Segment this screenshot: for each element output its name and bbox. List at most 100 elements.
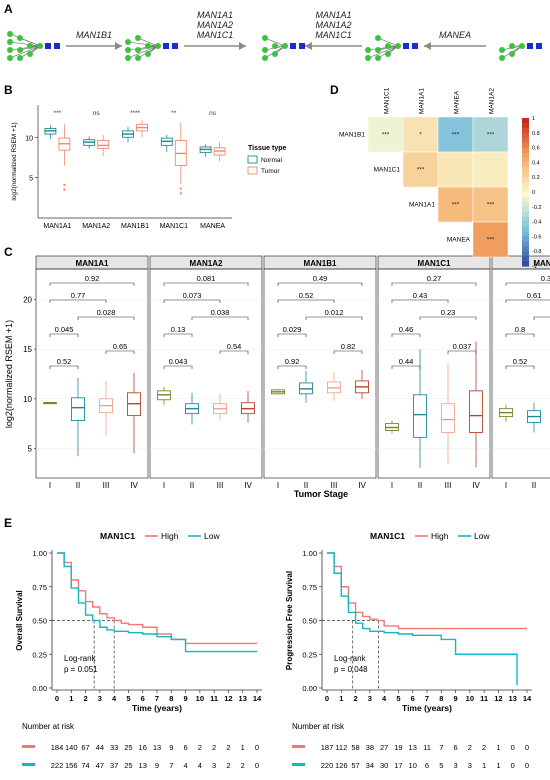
colorbar-label: 0 [532,190,535,196]
risk-count-low: 47 [96,761,104,770]
x-tick-label: IV [472,481,480,490]
mannose-residue [17,47,23,53]
logrank-label: Log-rank [334,654,367,663]
x-tick-label: II [190,481,194,490]
colorbar-segment [522,256,529,262]
column-label: MAN1A2 [489,88,496,114]
box [527,402,541,433]
colorbar-segment [522,132,529,139]
p-value-label: 0.65 [113,342,128,351]
pathway-arrow: MANEA [424,30,486,50]
risk-count-high: 2 [198,743,202,752]
mannose-residue [365,55,371,61]
risk-count-high: 2 [468,743,472,752]
box [271,388,285,395]
cell-fill [402,116,439,153]
mannose-residue [135,35,141,41]
p-value-bracket: 0.43 [391,291,449,303]
glycan-structure [125,35,178,61]
y-tick-label: 0.00 [302,684,317,693]
facet-frame [35,268,149,479]
mannose-residue [385,43,391,49]
box [160,134,173,152]
risk-count-low: 3 [212,761,216,770]
p-value-bracket: 0.52 [49,357,79,369]
y-tick-label: 0.75 [32,583,47,592]
y-tick-label: 0.50 [302,617,317,626]
p-value-label: 0.54 [227,342,242,351]
colorbar-segment [522,226,529,233]
box [157,386,171,405]
p-value-label: 0.081 [197,274,216,283]
p-value-bracket: 0.49 [277,274,363,286]
p-value-bracket: 0.037 [447,342,477,354]
risk-count-low: 25 [124,761,132,770]
glycan-bond [127,41,159,47]
p-value-label: 0.073 [183,291,202,300]
km-legend: MAN1C1 High Low [100,531,220,541]
p-value-label: 0.43 [413,291,428,300]
y-tick-label: 1.00 [32,549,47,558]
p-value-bracket: 0.029 [277,325,307,337]
p-value-bracket: 0.23 [419,308,477,320]
colorbar-segment [522,147,529,154]
risk-count-low: 5 [439,761,443,770]
risk-count-high: 184 [51,743,64,752]
mannose-residue [7,31,13,37]
mannose-residue [282,43,288,49]
colorbar-segment [522,216,529,223]
legend-label: Normal [261,157,283,164]
risk-count-low: 6 [425,761,429,770]
x-tick-label: 8 [169,694,173,703]
facet-frame [491,268,550,479]
legend-label: Tumor [261,168,280,175]
mannose-residue [125,47,131,53]
p-value-bracket: 0.44 [391,357,421,369]
x-axis-label: Time (years) [132,703,182,713]
p-value-label: 0.045 [55,325,74,334]
box-body [413,394,427,438]
glcnac-residue [299,43,305,49]
risk-key-low [292,763,305,766]
x-tick-label: III [217,481,224,490]
bracket-line [391,299,449,303]
facet-frame [263,268,377,479]
panel-a-letter: A [4,2,13,16]
cell-fill [437,151,474,188]
facet-title: MAN1A2 [190,259,223,268]
box-body [469,390,483,433]
risk-count-high: 6 [453,743,457,752]
risk-count-high: 67 [81,743,89,752]
risk-count-high: 19 [394,743,402,752]
y-tick-label: 0.50 [32,617,47,626]
risk-count-high: 0 [511,743,515,752]
p-value-bracket: 0.54 [219,342,249,354]
p-value-label: 0.82 [341,342,356,351]
cell-fill [472,221,509,258]
bracket-line [505,299,550,303]
correlation-cell [437,151,474,188]
bracket-line [533,316,550,320]
bracket-line [505,365,535,369]
colorbar-segment [522,167,529,173]
x-tick-label: 13 [509,694,517,703]
p-value-label: 0.77 [71,291,86,300]
correlation-cell: *** [437,116,474,153]
panel-a: A MAN1B1MAN1A1MAN1A2MAN1C1MAN1A1MAN1A2MA… [4,2,542,61]
box [185,392,199,425]
colorbar-segment [522,118,529,124]
legend-title: MAN1C1 [100,531,135,541]
logrank-p-value: p = 0.051 [64,665,98,674]
p-value-label: 0.038 [211,308,230,317]
glcnac-residue [290,43,296,49]
facet-frame [377,268,491,479]
box [213,142,226,162]
colorbar-segment [522,152,529,159]
mannose-residue [499,55,505,61]
colorbar-segment [522,172,529,178]
facet-title: MANEA [533,259,550,268]
p-value-bracket: 0.081 [163,274,249,286]
mannose-residue [27,43,33,49]
y-axis-label: Overall Survival [15,590,24,650]
colorbar-label: -1 [532,264,537,270]
